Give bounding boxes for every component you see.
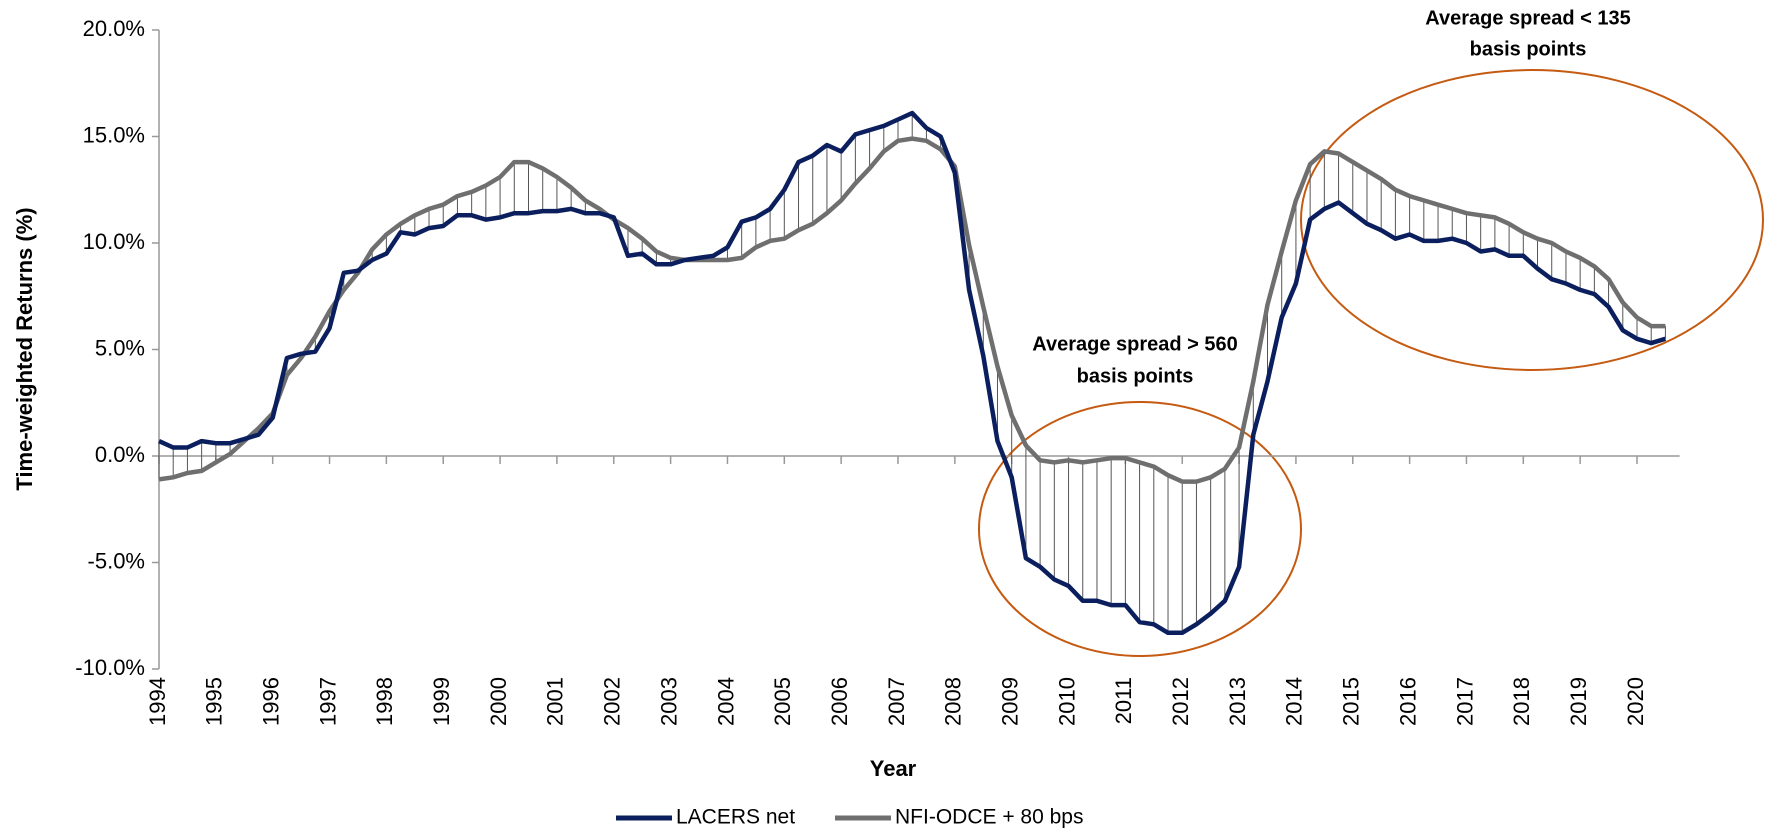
x-tick-label: 2013 xyxy=(1225,677,1250,726)
series-line xyxy=(158,136,1666,484)
x-tick-label: 1998 xyxy=(372,677,397,726)
x-tick-label: 2002 xyxy=(600,677,625,726)
x-tick-label: 1997 xyxy=(315,677,340,726)
x-tick-label: 2000 xyxy=(486,677,511,726)
x-tick-label: 2014 xyxy=(1282,677,1307,726)
legend-label: NFI-ODCE + 80 bps xyxy=(895,806,1083,829)
y-axis-label: Time-weighted Returns (%) xyxy=(12,207,37,490)
x-tick-label: 1995 xyxy=(202,677,227,726)
x-tick-label: 2007 xyxy=(884,677,909,726)
y-tick-label: 10.0% xyxy=(83,229,145,254)
annotation: basis points xyxy=(1077,365,1194,387)
legend-label: LACERS net xyxy=(676,806,795,829)
annotation: basis points xyxy=(1470,38,1587,60)
x-tick-label: 1996 xyxy=(259,677,284,726)
x-tick-label: 2003 xyxy=(656,677,681,726)
x-tick-label: 2019 xyxy=(1566,677,1591,726)
x-tick-label: 2001 xyxy=(543,677,568,726)
x-tick-label: 2005 xyxy=(770,677,795,726)
y-tick-label: -5.0% xyxy=(88,548,145,573)
y-tick-label: 0.0% xyxy=(95,442,145,467)
x-tick-label: 2020 xyxy=(1623,677,1648,726)
x-tick-label: 2017 xyxy=(1452,677,1477,726)
y-tick-label: -10.0% xyxy=(75,655,145,680)
x-tick-label: 2018 xyxy=(1509,677,1534,726)
x-tick-label: 2015 xyxy=(1339,677,1364,726)
x-tick-label: 1999 xyxy=(429,677,454,726)
x-tick-label: 2012 xyxy=(1168,677,1193,726)
x-axis-label: Year xyxy=(870,756,917,781)
annotation: Average spread < 135 xyxy=(1425,7,1631,29)
x-tick-label: 2009 xyxy=(998,677,1023,726)
x-tick-label: 2004 xyxy=(713,677,738,726)
annotation: Average spread > 560 xyxy=(1032,333,1238,355)
series-line xyxy=(158,110,1667,636)
x-tick-label: 2010 xyxy=(1054,677,1079,726)
y-tick-label: 15.0% xyxy=(83,122,145,147)
x-tick-label: 2011 xyxy=(1111,677,1136,724)
highlight-ellipse xyxy=(1300,69,1764,371)
highlight-ellipse xyxy=(978,401,1302,657)
x-tick-label: 1994 xyxy=(145,677,170,726)
y-tick-label: 5.0% xyxy=(95,335,145,360)
x-tick-label: 2016 xyxy=(1395,677,1420,726)
x-tick-label: 2008 xyxy=(941,677,966,726)
y-tick-label: 20.0% xyxy=(83,16,145,41)
x-tick-label: 2006 xyxy=(827,677,852,726)
